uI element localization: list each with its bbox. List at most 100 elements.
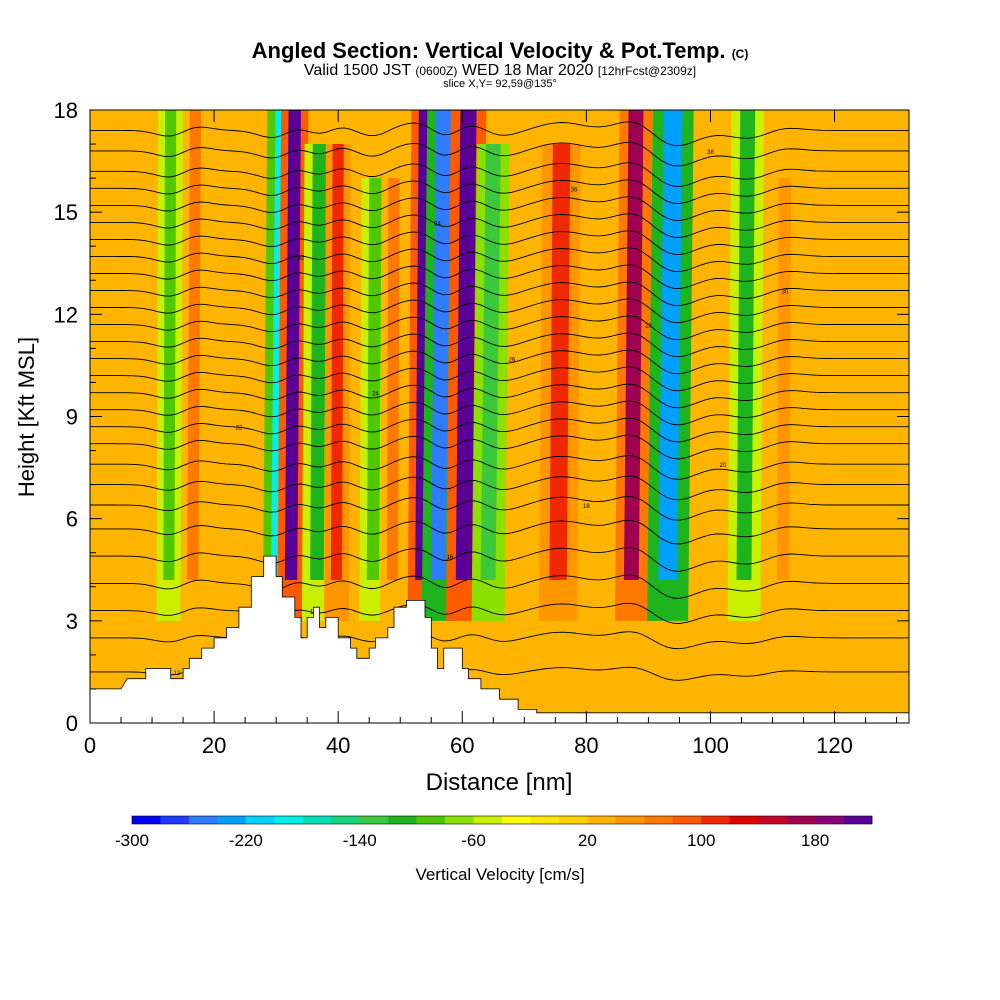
- downdraft-band: [658, 110, 683, 580]
- colorbar-label: Vertical Velocity [cm/s]: [415, 865, 584, 884]
- theta-contour: [90, 383, 909, 409]
- theta-contour: [90, 547, 909, 572]
- contour-label: 38: [707, 150, 714, 156]
- colorbar-swatch: [815, 816, 844, 824]
- y-tick-label: 15: [54, 200, 78, 225]
- theta-contour: [90, 349, 909, 375]
- slice-info: slice X,Y= 92,59@135°: [443, 78, 557, 90]
- contour-label: 28: [645, 324, 652, 330]
- updraft-band: [623, 110, 644, 580]
- y-axis-label: Height [Kft MSL]: [14, 337, 39, 497]
- contour-label: 34: [434, 221, 441, 227]
- theta-contour: [90, 196, 909, 221]
- theta-contour: [90, 179, 909, 204]
- contour-label: 22: [236, 426, 243, 432]
- colorbar-swatch: [416, 816, 446, 824]
- theta-contour: [90, 162, 909, 187]
- x-tick-label: 120: [816, 733, 853, 758]
- colorbar-swatch: [672, 816, 702, 824]
- updraft-band: [386, 178, 400, 580]
- colorbar-tick-label: 20: [578, 831, 597, 850]
- colorbar-tick-label: -300: [115, 831, 149, 850]
- x-tick-label: 0: [84, 733, 96, 758]
- colorbar-tick-label: -140: [343, 831, 377, 850]
- colorbar-swatch: [786, 816, 816, 824]
- colorbar-tick-label: -220: [229, 831, 263, 850]
- theta-contour: [90, 281, 909, 307]
- colorbar-tick-label: -60: [461, 831, 486, 850]
- contour-label: 16: [447, 555, 454, 561]
- x-axis-ticks: 0 20 40 60 80 100 120: [84, 110, 898, 758]
- downdraft-band: [366, 178, 382, 580]
- contour-label: 26: [509, 358, 516, 364]
- theta-contour: [90, 121, 909, 147]
- downdraft-band: [310, 144, 327, 580]
- colorbar: [131, 815, 873, 825]
- colorbar-swatch: [502, 816, 531, 824]
- colorbar-swatch: [701, 816, 730, 824]
- theta-contour: [90, 230, 909, 256]
- colorbar-swatch: [160, 816, 190, 824]
- colorbar-tick-label: 100: [687, 831, 715, 850]
- chart-title: Angled Section: Vertical Velocity & Pot.…: [251, 38, 749, 63]
- theta-contour: [90, 602, 909, 624]
- colorbar-swatch: [758, 816, 787, 824]
- theta-contour: [90, 366, 909, 392]
- updraft-band: [549, 144, 571, 580]
- colorbar-swatch: [274, 816, 304, 824]
- x-tick-label: 80: [574, 733, 598, 758]
- colorbar-swatch: [587, 816, 617, 824]
- downdraft-band: [736, 110, 756, 580]
- downdraft-band: [480, 144, 501, 580]
- contour-label: 30: [782, 289, 789, 295]
- contour-label: 20: [720, 463, 727, 469]
- x-axis-label: Distance [nm]: [426, 769, 573, 796]
- theta-contour: [90, 213, 909, 238]
- theta-contour: [90, 417, 909, 443]
- y-tick-label: 9: [66, 405, 78, 430]
- colorbar-swatch: [615, 816, 645, 824]
- colorbar-swatch: [359, 816, 389, 824]
- contour-label: 36: [571, 187, 578, 193]
- theta-contour: [90, 247, 909, 273]
- colorbar-swatch: [558, 816, 588, 824]
- theta-contour: [90, 519, 909, 545]
- x-tick-label: 60: [450, 733, 474, 758]
- theta-contour: [90, 475, 909, 501]
- theta-contour: [90, 141, 909, 167]
- colorbar-swatch: [473, 816, 503, 824]
- theta-contour: [90, 298, 909, 324]
- colorbar-swatch: [644, 816, 674, 824]
- theta-contours: [90, 121, 909, 681]
- x-tick-label: 100: [692, 733, 729, 758]
- contour-label: 32: [298, 255, 305, 261]
- x-tick-label: 20: [202, 733, 226, 758]
- updraft-band: [284, 110, 301, 580]
- theta-contour: [90, 495, 909, 521]
- theta-contour: [90, 455, 909, 480]
- theta-contour: [90, 332, 909, 358]
- terrain: [89, 555, 910, 724]
- colorbar-swatch: [388, 816, 417, 824]
- theta-contour: [90, 434, 909, 460]
- theta-contour: [90, 574, 909, 599]
- colorbar-tick-label: 180: [801, 831, 829, 850]
- x-tick-label: 40: [326, 733, 350, 758]
- y-tick-label: 0: [66, 711, 78, 736]
- y-tick-label: 3: [66, 609, 78, 634]
- y-tick-label: 12: [54, 302, 78, 327]
- updraft-band: [455, 110, 477, 580]
- valid-time: Valid 1500 JST (0600Z) WED 18 Mar 2020 […: [303, 62, 697, 79]
- theta-contour: [90, 400, 909, 426]
- contour-label: 18: [583, 504, 590, 510]
- y-tick-label: 6: [66, 507, 78, 532]
- colorbar-swatch: [843, 816, 873, 824]
- contour-label: 24: [372, 392, 379, 398]
- colorbar-frame: [131, 815, 873, 825]
- theta-contour: [90, 315, 909, 341]
- theta-contour: [90, 264, 909, 290]
- y-tick-label: 18: [54, 98, 78, 123]
